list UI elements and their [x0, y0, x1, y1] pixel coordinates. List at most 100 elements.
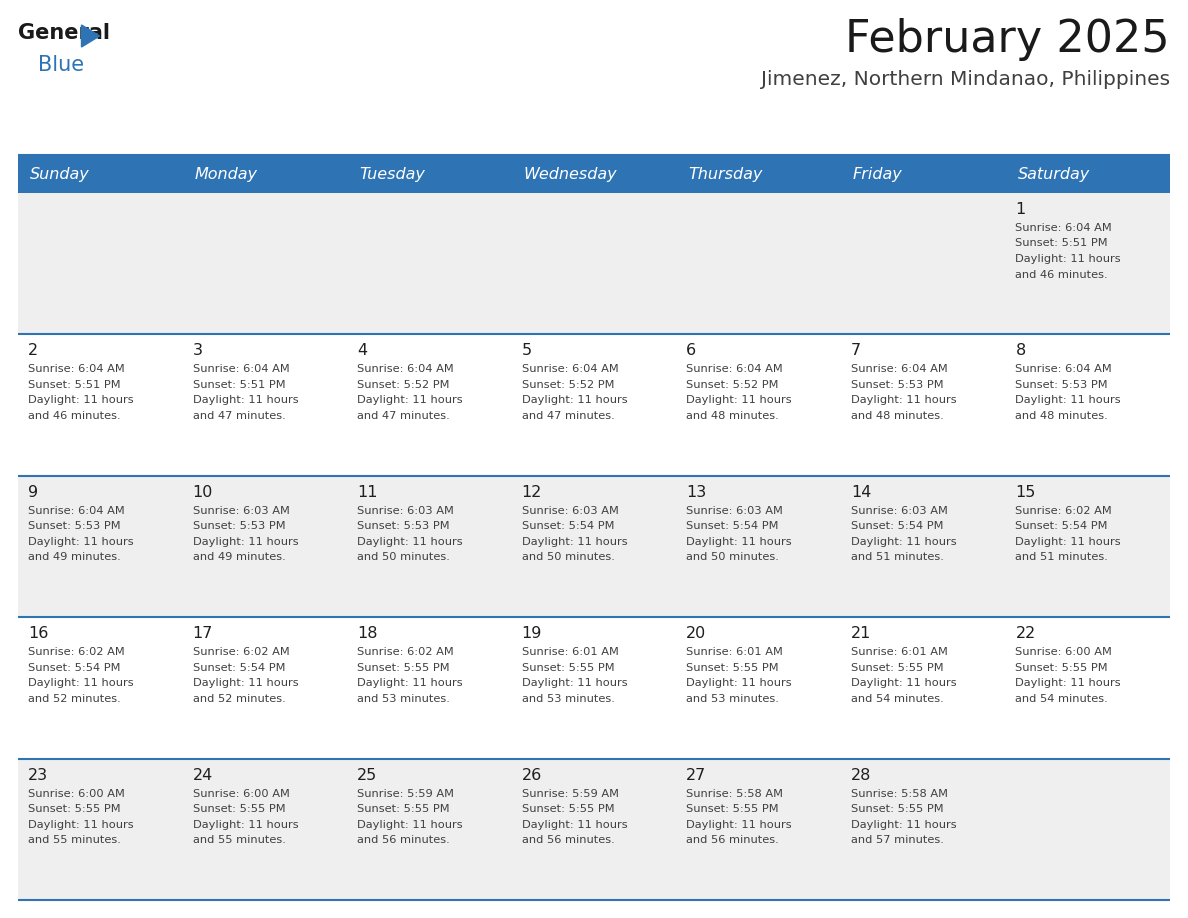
- Text: Sunrise: 6:00 AM: Sunrise: 6:00 AM: [192, 789, 290, 799]
- Text: 10: 10: [192, 485, 213, 499]
- Text: and 53 minutes.: and 53 minutes.: [358, 694, 450, 704]
- Text: Thursday: Thursday: [688, 166, 763, 182]
- Text: Sunset: 5:55 PM: Sunset: 5:55 PM: [522, 804, 614, 814]
- Bar: [676, 155, 841, 193]
- Text: Sunrise: 6:04 AM: Sunrise: 6:04 AM: [1016, 364, 1112, 375]
- Text: 1: 1: [1016, 202, 1025, 217]
- Text: 3: 3: [192, 343, 203, 358]
- Text: Daylight: 11 hours: Daylight: 11 hours: [851, 678, 956, 688]
- Text: and 50 minutes.: and 50 minutes.: [358, 553, 450, 563]
- Text: and 48 minutes.: and 48 minutes.: [687, 411, 779, 420]
- Text: Sunrise: 6:04 AM: Sunrise: 6:04 AM: [358, 364, 454, 375]
- Text: Sunrise: 6:01 AM: Sunrise: 6:01 AM: [522, 647, 619, 657]
- Text: and 52 minutes.: and 52 minutes.: [29, 694, 121, 704]
- Text: 9: 9: [29, 485, 38, 499]
- Text: Daylight: 11 hours: Daylight: 11 hours: [192, 820, 298, 830]
- Text: Sunrise: 6:03 AM: Sunrise: 6:03 AM: [522, 506, 619, 516]
- Text: Blue: Blue: [38, 55, 84, 75]
- Text: Sunrise: 6:01 AM: Sunrise: 6:01 AM: [851, 647, 948, 657]
- Text: Sunset: 5:51 PM: Sunset: 5:51 PM: [1016, 239, 1108, 249]
- Text: and 48 minutes.: and 48 minutes.: [851, 411, 943, 420]
- Text: Sunset: 5:54 PM: Sunset: 5:54 PM: [1016, 521, 1108, 532]
- Text: February 2025: February 2025: [846, 18, 1170, 61]
- Bar: [18, 617, 1170, 758]
- Bar: [183, 155, 347, 193]
- Text: Sunrise: 6:04 AM: Sunrise: 6:04 AM: [1016, 223, 1112, 233]
- Text: Daylight: 11 hours: Daylight: 11 hours: [687, 678, 792, 688]
- Text: Sunrise: 6:02 AM: Sunrise: 6:02 AM: [29, 647, 125, 657]
- Text: and 56 minutes.: and 56 minutes.: [358, 835, 450, 845]
- Text: Daylight: 11 hours: Daylight: 11 hours: [29, 678, 133, 688]
- Text: Sunrise: 6:04 AM: Sunrise: 6:04 AM: [851, 364, 948, 375]
- Text: Daylight: 11 hours: Daylight: 11 hours: [851, 537, 956, 547]
- Text: and 56 minutes.: and 56 minutes.: [522, 835, 614, 845]
- Text: Jimenez, Northern Mindanao, Philippines: Jimenez, Northern Mindanao, Philippines: [760, 70, 1170, 89]
- Text: Sunset: 5:53 PM: Sunset: 5:53 PM: [29, 521, 121, 532]
- Text: Daylight: 11 hours: Daylight: 11 hours: [192, 396, 298, 406]
- Text: Sunday: Sunday: [30, 166, 90, 182]
- Text: Sunrise: 6:04 AM: Sunrise: 6:04 AM: [687, 364, 783, 375]
- Text: Daylight: 11 hours: Daylight: 11 hours: [358, 396, 463, 406]
- Text: Sunset: 5:55 PM: Sunset: 5:55 PM: [192, 804, 285, 814]
- Text: 17: 17: [192, 626, 213, 641]
- Text: 16: 16: [29, 626, 49, 641]
- Bar: [347, 155, 512, 193]
- Text: Daylight: 11 hours: Daylight: 11 hours: [1016, 254, 1121, 264]
- Text: and 47 minutes.: and 47 minutes.: [192, 411, 285, 420]
- Text: and 46 minutes.: and 46 minutes.: [29, 411, 121, 420]
- Text: 19: 19: [522, 626, 542, 641]
- Text: General: General: [18, 23, 110, 43]
- Text: and 51 minutes.: and 51 minutes.: [851, 553, 943, 563]
- Text: Daylight: 11 hours: Daylight: 11 hours: [358, 537, 463, 547]
- Text: Sunset: 5:53 PM: Sunset: 5:53 PM: [192, 521, 285, 532]
- Text: Sunrise: 5:58 AM: Sunrise: 5:58 AM: [851, 789, 948, 799]
- Text: and 51 minutes.: and 51 minutes.: [1016, 553, 1108, 563]
- Text: Sunrise: 6:03 AM: Sunrise: 6:03 AM: [358, 506, 454, 516]
- Text: 13: 13: [687, 485, 707, 499]
- Text: Sunset: 5:55 PM: Sunset: 5:55 PM: [851, 663, 943, 673]
- Text: and 53 minutes.: and 53 minutes.: [522, 694, 614, 704]
- Text: Sunrise: 6:04 AM: Sunrise: 6:04 AM: [29, 506, 125, 516]
- Text: and 52 minutes.: and 52 minutes.: [192, 694, 285, 704]
- Text: Sunset: 5:53 PM: Sunset: 5:53 PM: [851, 380, 943, 390]
- Text: Sunset: 5:55 PM: Sunset: 5:55 PM: [1016, 663, 1108, 673]
- Bar: [512, 155, 676, 193]
- Text: Sunset: 5:54 PM: Sunset: 5:54 PM: [522, 521, 614, 532]
- Text: and 49 minutes.: and 49 minutes.: [29, 553, 121, 563]
- Text: 28: 28: [851, 767, 871, 783]
- Text: and 50 minutes.: and 50 minutes.: [522, 553, 614, 563]
- Text: Daylight: 11 hours: Daylight: 11 hours: [851, 820, 956, 830]
- Text: Daylight: 11 hours: Daylight: 11 hours: [29, 820, 133, 830]
- Text: Daylight: 11 hours: Daylight: 11 hours: [687, 537, 792, 547]
- Text: Daylight: 11 hours: Daylight: 11 hours: [522, 678, 627, 688]
- Bar: [841, 155, 1005, 193]
- Text: Sunset: 5:55 PM: Sunset: 5:55 PM: [358, 663, 450, 673]
- Text: Daylight: 11 hours: Daylight: 11 hours: [1016, 537, 1121, 547]
- Text: 21: 21: [851, 626, 871, 641]
- Text: and 47 minutes.: and 47 minutes.: [358, 411, 450, 420]
- Text: and 56 minutes.: and 56 minutes.: [687, 835, 779, 845]
- Text: 27: 27: [687, 767, 707, 783]
- Text: 8: 8: [1016, 343, 1025, 358]
- Text: Sunrise: 6:02 AM: Sunrise: 6:02 AM: [192, 647, 290, 657]
- Text: Daylight: 11 hours: Daylight: 11 hours: [522, 396, 627, 406]
- Text: Sunset: 5:55 PM: Sunset: 5:55 PM: [358, 804, 450, 814]
- Text: Daylight: 11 hours: Daylight: 11 hours: [29, 396, 133, 406]
- Text: Sunset: 5:55 PM: Sunset: 5:55 PM: [851, 804, 943, 814]
- Text: 7: 7: [851, 343, 861, 358]
- Text: Sunset: 5:55 PM: Sunset: 5:55 PM: [522, 663, 614, 673]
- Text: Daylight: 11 hours: Daylight: 11 hours: [851, 396, 956, 406]
- Text: 24: 24: [192, 767, 213, 783]
- Text: Daylight: 11 hours: Daylight: 11 hours: [522, 537, 627, 547]
- Bar: [18, 476, 1170, 617]
- Text: and 54 minutes.: and 54 minutes.: [851, 694, 943, 704]
- Text: Sunrise: 6:04 AM: Sunrise: 6:04 AM: [192, 364, 290, 375]
- Text: Friday: Friday: [853, 166, 903, 182]
- Text: Daylight: 11 hours: Daylight: 11 hours: [192, 678, 298, 688]
- Text: 26: 26: [522, 767, 542, 783]
- Text: Sunrise: 5:59 AM: Sunrise: 5:59 AM: [358, 789, 454, 799]
- Text: Sunrise: 6:00 AM: Sunrise: 6:00 AM: [29, 789, 125, 799]
- Text: and 47 minutes.: and 47 minutes.: [522, 411, 614, 420]
- Text: Monday: Monday: [195, 166, 258, 182]
- Text: Sunset: 5:53 PM: Sunset: 5:53 PM: [1016, 380, 1108, 390]
